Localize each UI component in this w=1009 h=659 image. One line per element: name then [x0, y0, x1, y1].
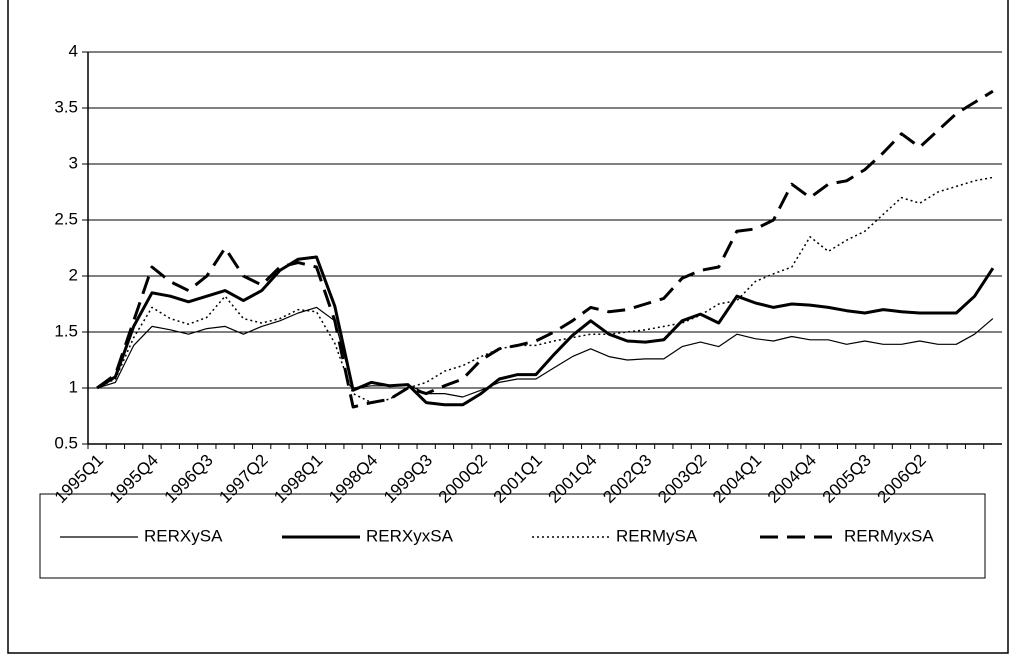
x-tick-label: 1996Q3: [161, 451, 217, 507]
y-tick-label: 1: [69, 377, 78, 396]
y-tick-label: 2: [69, 265, 78, 284]
series-line: [96, 176, 994, 404]
x-tick-label: 2006Q2: [874, 451, 930, 507]
x-tick-label: 2001Q4: [544, 451, 600, 507]
legend-label: RERXyxSA: [366, 526, 454, 545]
y-tick-label: 3.5: [54, 97, 78, 116]
legend-label: RERMyxSA: [844, 526, 934, 545]
x-tick-label: 2000Q2: [435, 451, 491, 507]
y-tick-label: 0.5: [54, 433, 78, 452]
y-tick-label: 3: [69, 153, 78, 172]
legend-label: RERMySA: [616, 526, 698, 545]
x-tick-label: 1999Q3: [380, 451, 436, 507]
x-tick-label: 1998Q4: [325, 451, 381, 507]
x-tick-label: 1998Q1: [270, 451, 326, 507]
series-line: [96, 255, 995, 407]
legend-label: RERXySA: [144, 526, 223, 545]
x-tick-label: 1995Q1: [51, 451, 107, 507]
y-tick-label: 4: [69, 41, 78, 60]
x-tick-label: 1997Q2: [215, 451, 271, 507]
chart-frame: [7, 0, 1009, 654]
legend-box: [39, 493, 986, 579]
x-tick-label: 2003Q2: [654, 451, 710, 507]
series-line: [96, 306, 994, 398]
y-tick-label: 2.5: [54, 209, 78, 228]
x-tick-label: 2005Q3: [819, 451, 875, 507]
x-tick-label: 2002Q3: [599, 451, 655, 507]
y-tick-label: 1.5: [54, 321, 78, 340]
x-tick-label: 2001Q1: [490, 451, 546, 507]
x-tick-label: 2004Q1: [709, 451, 765, 507]
x-tick-label: 2004Q4: [764, 451, 820, 507]
series-line: [96, 89, 994, 409]
x-tick-label: 1995Q4: [106, 451, 162, 507]
